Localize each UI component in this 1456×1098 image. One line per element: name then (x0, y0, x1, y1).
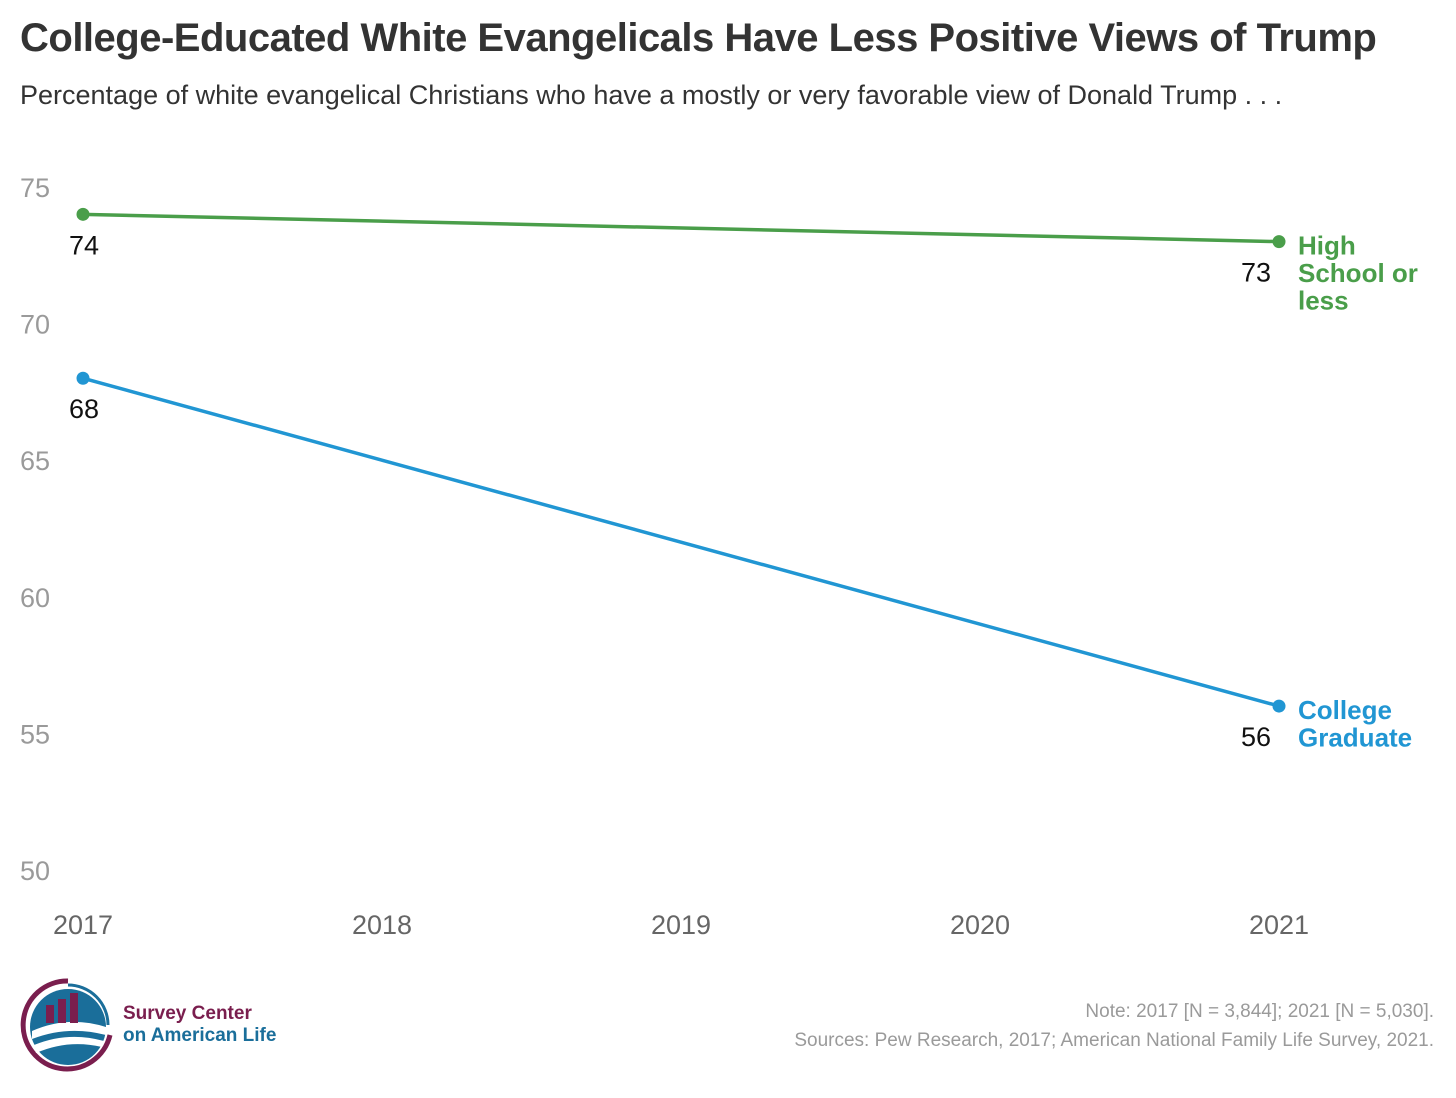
y-tick-label: 55 (20, 719, 50, 749)
data-point (1272, 699, 1286, 713)
note-text: Note: 2017 [N = 3,844]; 2021 [N = 5,030]… (1085, 1001, 1434, 1022)
data-point (76, 371, 90, 385)
x-tick-label: 2020 (950, 910, 1010, 940)
series-name-label: School or (1298, 258, 1418, 288)
series-name-label: College (1298, 695, 1392, 725)
logo-emblem-icon (20, 978, 113, 1072)
series-name-label: less (1298, 286, 1349, 316)
y-tick-label: 65 (20, 446, 50, 476)
sources-text: Sources: Pew Research, 2017; American Na… (794, 1030, 1434, 1051)
x-tick-label: 2021 (1249, 910, 1309, 940)
series-name-label: Graduate (1298, 723, 1412, 753)
y-tick-label: 70 (20, 310, 50, 340)
x-tick-label: 2018 (352, 910, 412, 940)
y-tick-label: 75 (20, 173, 50, 203)
data-point (1272, 235, 1286, 249)
x-tick-label: 2019 (651, 910, 711, 940)
chart-title: College-Educated White Evangelicals Have… (20, 16, 1377, 60)
footnote: Note: 2017 [N = 3,844]; 2021 [N = 5,030]… (794, 997, 1434, 1055)
y-tick-label: 60 (20, 583, 50, 613)
data-label: 68 (69, 394, 99, 424)
x-tick-label: 2017 (53, 910, 113, 940)
series-line (82, 212, 1280, 244)
logo-line-1: Survey Center (123, 1003, 252, 1024)
y-tick-label: 50 (20, 856, 50, 886)
data-label: 56 (1241, 722, 1271, 752)
data-label: 74 (69, 230, 99, 260)
logo-line-2: on American Life (123, 1025, 277, 1046)
series-name-label: High (1298, 231, 1356, 261)
series-line (82, 376, 1280, 708)
line-chart: 50 55 60 65 70 75 2017 2018 2019 2020 2021 74 73 High… (20, 173, 1418, 940)
data-point (76, 207, 90, 221)
survey-center-logo: Survey Center on American Life (18, 975, 288, 1075)
data-label: 73 (1241, 258, 1271, 288)
chart-subtitle: Percentage of white evangelical Christia… (20, 80, 1283, 110)
